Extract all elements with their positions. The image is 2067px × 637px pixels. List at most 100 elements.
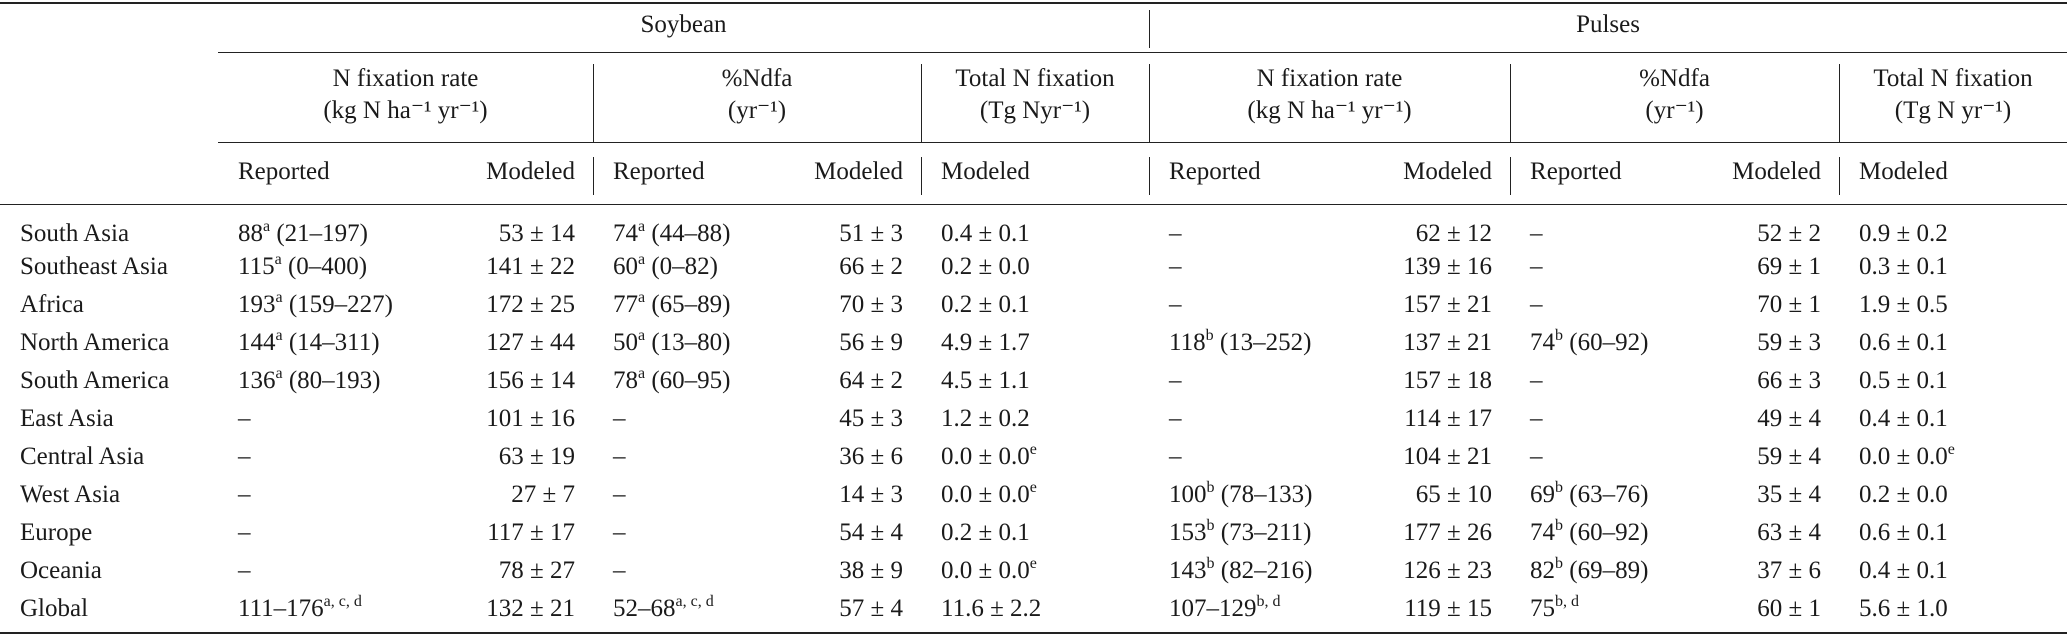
table-cell: 14 ± 3 xyxy=(839,481,903,508)
table-cell: 143b (82–216) xyxy=(1169,555,1313,584)
footnote-marker: b xyxy=(1555,479,1564,496)
table-row: Africa 193a (159–227) 172 ± 25 77a (65–89) 7… xyxy=(0,286,2067,324)
col-divider xyxy=(1839,64,1840,142)
table-row: Europe – 117 ± 17 – 54 ± 4 0.2 ± 0.1 153b (73–… xyxy=(0,514,2067,552)
table-cell: – xyxy=(238,557,251,584)
table-cell: 37 ± 6 xyxy=(1757,557,1822,584)
table-cell: 1.9 ± 0.5 xyxy=(1859,291,1948,318)
footnote-marker: b xyxy=(1555,555,1564,572)
table-cell: 111–176a, c, d xyxy=(238,593,362,622)
metric-header-row: N fixation rate (kg N ha⁻¹ yr⁻¹) %Ndfa (yr… xyxy=(0,50,2067,140)
table-cell: – xyxy=(1530,291,1543,318)
table-cell: 51 ± 3 xyxy=(839,220,903,247)
table-cell: 60a (0–82) xyxy=(613,251,719,280)
crop-header-rule xyxy=(218,52,2067,53)
table-cell: – xyxy=(238,519,251,546)
table-cell: 5.6 ± 1.0 xyxy=(1859,595,1948,622)
table-cell: 78 ± 27 xyxy=(498,557,575,584)
footnote-marker: b, d xyxy=(1256,593,1281,610)
col-divider xyxy=(593,157,594,195)
table-cell: 114 ± 17 xyxy=(1404,405,1493,432)
col-divider xyxy=(593,64,594,142)
footnote-marker: a xyxy=(275,327,283,344)
table-cell: 45 ± 3 xyxy=(839,405,903,432)
table-cell: 156 ± 14 xyxy=(486,367,575,394)
table-cell: 74b (60–92) xyxy=(1530,517,1649,546)
table-cell: 0.9 ± 0.2 xyxy=(1859,220,1948,247)
row-label: South America xyxy=(20,367,170,394)
table-cell: – xyxy=(613,443,626,470)
metric-header: Total N fixation (Tg N yr⁻¹) xyxy=(1873,65,2033,124)
table-cell: 78a (60–95) xyxy=(613,365,731,394)
table-cell: 66 ± 3 xyxy=(1757,367,1822,394)
table-cell: 0.0 ± 0.0e xyxy=(941,479,1037,508)
table-cell: 60 ± 1 xyxy=(1757,595,1822,622)
table-cell: 88a (21–197) xyxy=(238,218,369,247)
row-label: West Asia xyxy=(20,481,121,508)
table-cell: – xyxy=(613,519,626,546)
table-cell: 36 ± 6 xyxy=(839,443,903,470)
subcol-header: Modeled xyxy=(1859,158,1948,185)
table-cell: 50a (13–80) xyxy=(613,327,731,356)
table-cell: 153b (73–211) xyxy=(1169,517,1312,546)
col-divider xyxy=(921,64,922,142)
table-row: East Asia – 101 ± 16 – 45 ± 3 1.2 ± 0.2 – 114 ±… xyxy=(0,400,2067,438)
table-cell: 35 ± 4 xyxy=(1757,481,1822,508)
table-cell: 137 ± 21 xyxy=(1403,329,1493,356)
table-cell: – xyxy=(1169,291,1182,318)
table-cell: 126 ± 23 xyxy=(1403,557,1493,584)
col-divider xyxy=(1510,157,1511,195)
footnote-marker: a xyxy=(638,251,646,268)
table-cell: 65 ± 10 xyxy=(1415,481,1493,508)
table-cell: 74b (60–92) xyxy=(1530,327,1649,356)
subcolumn-header-row: Reported Modeled Reported Modeled Modele… xyxy=(0,140,2067,204)
table-row: Global 111–176a, c, d 132 ± 21 52–68a, c, d… xyxy=(0,590,2067,628)
row-label: East Asia xyxy=(20,405,114,432)
table-cell: 38 ± 9 xyxy=(839,557,903,584)
row-label: North America xyxy=(20,329,170,356)
footnote-marker: b xyxy=(1206,517,1215,534)
metric-header: N fixation rate (kg N ha⁻¹ yr⁻¹) xyxy=(1247,65,1412,124)
table-cell: 57 ± 4 xyxy=(839,595,903,622)
table-cell: 59 ± 4 xyxy=(1757,443,1822,470)
subcol-header: Reported xyxy=(613,158,705,185)
table-cell: – xyxy=(1169,220,1182,247)
row-label: Central Asia xyxy=(20,443,145,470)
table-cell: – xyxy=(1169,405,1182,432)
footnote-marker: e xyxy=(1029,441,1037,458)
table-cell: 4.5 ± 1.1 xyxy=(941,367,1030,394)
table-cell: 0.4 ± 0.1 xyxy=(1859,405,1948,432)
table-cell: 118b (13–252) xyxy=(1169,327,1312,356)
group-header-soybean: Soybean xyxy=(640,11,727,38)
bottom-rule xyxy=(0,632,2067,634)
table-cell: 52–68a, c, d xyxy=(613,593,714,622)
metric-header: %Ndfa (yr⁻¹) xyxy=(721,65,793,124)
table-cell: 139 ± 16 xyxy=(1403,253,1493,280)
table-cell: 66 ± 2 xyxy=(839,253,903,280)
table-cell: 0.0 ± 0.0e xyxy=(941,555,1037,584)
col-divider xyxy=(1149,157,1150,195)
table-cell: 141 ± 22 xyxy=(486,253,575,280)
footnote-marker: b xyxy=(1205,327,1214,344)
table-cell: 172 ± 25 xyxy=(486,291,575,318)
table-row: South America 136a (80–193) 156 ± 14 78a (6… xyxy=(0,362,2067,400)
row-label: Oceania xyxy=(20,557,102,584)
metric-header: N fixation rate (kg N ha⁻¹ yr⁻¹) xyxy=(323,65,488,124)
col-divider xyxy=(1510,64,1511,142)
group-divider xyxy=(1149,10,1150,48)
table-cell: 0.6 ± 0.1 xyxy=(1859,519,1948,546)
table-cell: 70 ± 3 xyxy=(839,291,903,318)
table-cell: 27 ± 7 xyxy=(511,481,575,508)
table-cell: 157 ± 18 xyxy=(1403,367,1493,394)
header-bottom-rule xyxy=(0,204,2067,205)
table-cell: – xyxy=(613,405,626,432)
metric-header-rule xyxy=(218,142,2067,143)
table-cell: 77a (65–89) xyxy=(613,289,731,318)
table-cell: 52 ± 2 xyxy=(1757,220,1822,247)
metric-header: Total N fixation (Tg Nyr⁻¹) xyxy=(955,65,1115,124)
table-cell: 0.4 ± 0.1 xyxy=(1859,557,1948,584)
subcol-header: Modeled xyxy=(814,158,903,185)
footnote-marker: e xyxy=(1029,479,1037,496)
crop-header-row: Soybean Pulses xyxy=(0,0,2067,50)
